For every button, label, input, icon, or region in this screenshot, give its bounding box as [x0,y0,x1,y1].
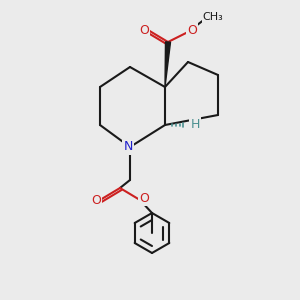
Text: O: O [139,191,149,205]
Text: O: O [91,194,101,206]
Text: CH₃: CH₃ [202,12,224,22]
Polygon shape [165,42,170,87]
Text: H: H [190,118,200,131]
Text: O: O [187,23,197,37]
Text: N: N [123,140,133,154]
Text: O: O [139,23,149,37]
